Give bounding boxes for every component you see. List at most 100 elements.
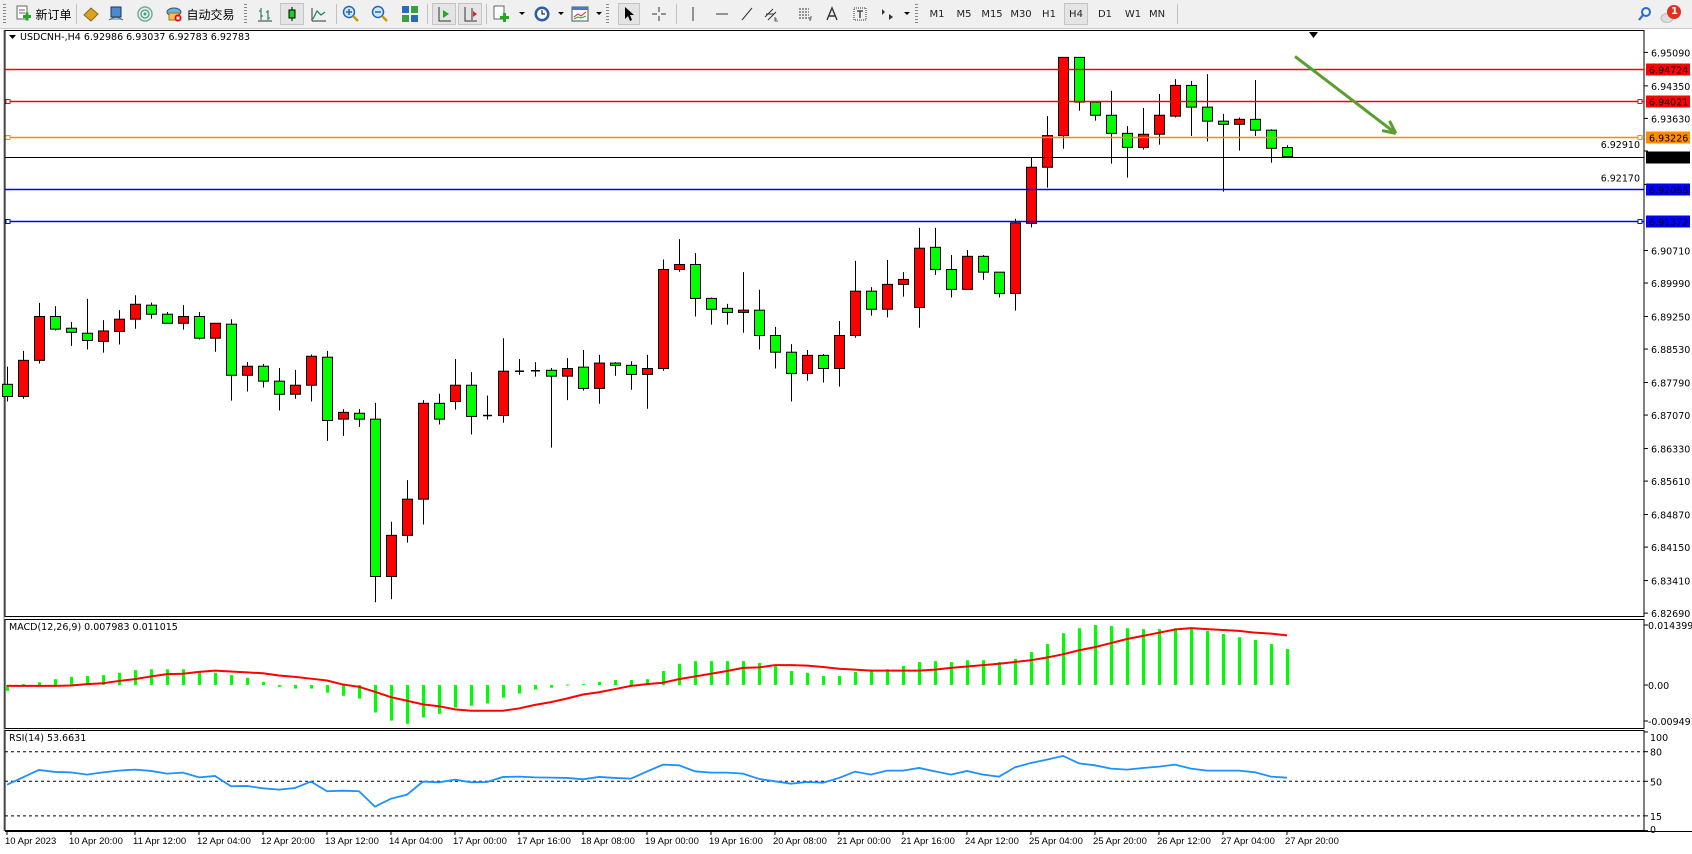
macd-histogram-bar (1078, 628, 1081, 685)
timeframe-m5-button[interactable]: M5 (956, 8, 972, 20)
toolbar-grip[interactable] (3, 4, 6, 24)
candle-body (738, 309, 749, 313)
crosshair-button[interactable] (648, 3, 670, 25)
candle (418, 400, 429, 525)
text-button[interactable] (821, 3, 843, 25)
navigator-button[interactable] (105, 3, 127, 25)
tile-windows-button[interactable] (399, 3, 421, 25)
equidistant-channel-button[interactable] (760, 3, 782, 25)
candle (466, 372, 477, 435)
macd-histogram-bar (422, 685, 425, 718)
time-tick-label: 12 Apr 20:00 (261, 836, 315, 847)
notifications-button[interactable]: 1 (1658, 3, 1684, 25)
timeframe-m15-button[interactable]: M15 (981, 8, 1003, 20)
timeframe-h1-button[interactable]: H1 (1042, 8, 1056, 20)
auto-scroll-button[interactable] (432, 3, 456, 25)
timeframe-m1-button[interactable]: M1 (929, 8, 945, 20)
candle (146, 302, 157, 319)
new-order-button[interactable]: 新订单 (12, 3, 74, 25)
zoom-out-button[interactable] (369, 3, 391, 25)
candlestick-chart-button[interactable] (280, 3, 304, 25)
chart-shift-button[interactable] (458, 3, 482, 25)
candle (1282, 145, 1293, 158)
candle (386, 521, 397, 600)
toolbar-grip[interactable] (244, 4, 247, 24)
timeframe-m30-button[interactable]: M30 (1010, 8, 1032, 20)
vertical-line-button[interactable] (682, 3, 704, 25)
arrows-dropdown-icon[interactable] (904, 12, 910, 15)
candle (1154, 94, 1165, 145)
line-anchor-handle (5, 99, 11, 104)
macd-histogram-bar (262, 681, 265, 685)
templates-dropdown-icon[interactable] (596, 12, 602, 15)
chart-background (0, 29, 1692, 854)
macd-histogram-bar (1014, 658, 1017, 685)
timeframe-w1-button[interactable]: W1 (1124, 8, 1142, 20)
periodicity-dropdown-icon[interactable] (558, 12, 564, 15)
macd-histogram-bar (534, 685, 537, 690)
timeframe-h4-button[interactable]: H4 (1064, 3, 1088, 25)
candle-body (1010, 222, 1021, 294)
periodicity-button[interactable] (531, 3, 553, 25)
macd-histogram-bar (518, 685, 521, 694)
bar-chart-button[interactable] (254, 3, 276, 25)
toolbar-grip[interactable] (915, 4, 918, 24)
separator (336, 4, 337, 24)
candle-body (706, 297, 717, 310)
horizontal-line-button[interactable] (711, 3, 733, 25)
arrows-button[interactable] (876, 3, 898, 25)
price-tick-label: 6.90710 (1651, 246, 1690, 257)
signals-button[interactable] (134, 3, 156, 25)
line-anchor-handle (5, 219, 11, 224)
candle-body (114, 318, 125, 332)
zoom-in-button[interactable] (340, 3, 362, 25)
time-tick-label: 19 Apr 16:00 (709, 836, 763, 847)
text-label-button[interactable] (849, 3, 871, 25)
chart-header: USDCNH-,H4 6.92986 6.93037 6.92783 6.927… (20, 32, 250, 43)
macd-histogram-bar (1254, 639, 1257, 685)
candle-body (546, 369, 557, 377)
auto-trading-button[interactable]: 自动交易 (160, 3, 240, 25)
price-label-box (1646, 151, 1690, 164)
auto-trading-label: 自动交易 (186, 7, 235, 22)
candle-body (594, 362, 605, 389)
clock-icon (534, 6, 550, 22)
search-button[interactable] (1636, 3, 1654, 25)
timeframe-mn-button[interactable]: MN (1148, 8, 1166, 20)
candle (578, 349, 589, 391)
macd-histogram-bar (406, 685, 409, 724)
channel-icon (764, 8, 778, 22)
macd-histogram-bar (22, 684, 25, 686)
candle (34, 302, 45, 364)
fibonacci-button[interactable] (794, 3, 816, 25)
timeframe-d1-button[interactable]: D1 (1097, 8, 1113, 20)
candle (818, 354, 829, 383)
trendline-button[interactable] (736, 3, 758, 25)
line-chart-button[interactable] (308, 3, 330, 25)
toolbar-grip[interactable] (606, 4, 609, 24)
cursor-button[interactable] (618, 3, 640, 25)
candle-body (1234, 118, 1245, 125)
macd-signal-line (7, 627, 1288, 712)
macd-histogram-bar (38, 682, 41, 685)
templates-button[interactable] (569, 3, 591, 25)
macd-histogram-bar (1286, 648, 1289, 685)
candle-body (1154, 114, 1165, 135)
time-tick-label: 18 Apr 08:00 (581, 836, 635, 847)
indicators-button[interactable] (490, 3, 512, 25)
macd-histogram-bar (966, 660, 969, 685)
price-tick-label: 6.92910 (1601, 140, 1640, 151)
candle (674, 239, 685, 272)
candle (1186, 80, 1197, 137)
macd-histogram-bar (934, 661, 937, 685)
candle-body (1266, 129, 1277, 149)
candle-body (146, 304, 157, 315)
market-watch-button[interactable] (80, 3, 102, 25)
time-tick-label: 11 Apr 12:00 (133, 836, 186, 847)
indicators-dropdown-icon[interactable] (519, 12, 525, 15)
line-anchor-handle (1637, 99, 1643, 104)
candle-body (466, 384, 477, 417)
candle-body (226, 323, 237, 376)
separator (427, 4, 428, 24)
